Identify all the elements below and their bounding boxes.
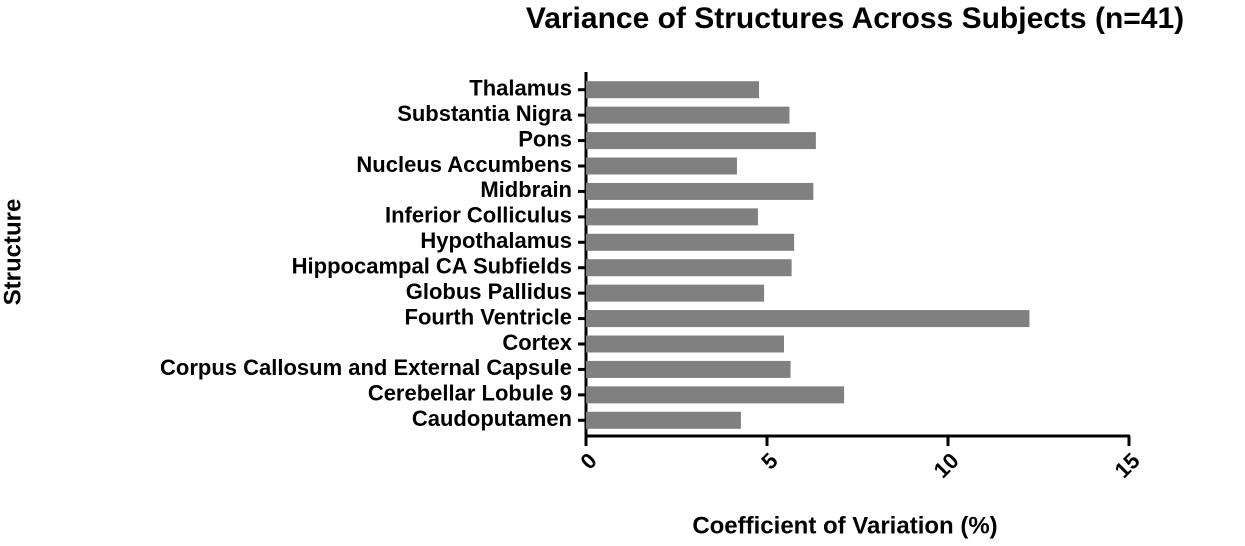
x-tick-label: 0 — [575, 448, 601, 474]
bar — [586, 182, 814, 200]
y-tick-label: Hippocampal CA Subfields — [292, 254, 572, 279]
bar — [586, 386, 845, 404]
bar — [586, 335, 785, 353]
bar — [586, 360, 791, 378]
chart-title: Variance of Structures Across Subjects (… — [526, 2, 1184, 35]
y-tick-label: Inferior Colliculus — [385, 203, 572, 228]
y-tick-label: Globus Pallidus — [406, 279, 572, 304]
y-tick-label: Hypothalamus — [420, 228, 572, 253]
bar — [586, 310, 1030, 328]
y-tick-label: Pons — [518, 126, 572, 151]
y-axis-label: Structure — [0, 199, 26, 306]
bar — [586, 157, 737, 175]
bar — [586, 233, 795, 251]
x-tick-label: 5 — [756, 448, 782, 474]
y-tick-label: Cerebellar Lobule 9 — [368, 381, 572, 406]
y-tick-label: Caudoputamen — [412, 406, 572, 431]
bar — [586, 81, 760, 99]
x-axis-label: Coefficient of Variation (%) — [692, 512, 997, 539]
bar — [586, 132, 816, 150]
bar — [586, 259, 792, 277]
bar — [586, 106, 790, 124]
x-tick-label: 10 — [929, 448, 964, 483]
y-tick-label: Midbrain — [480, 177, 572, 202]
bar — [586, 208, 758, 226]
y-tick-label: Cortex — [502, 330, 572, 355]
bar — [586, 411, 741, 429]
x-tick-label: 15 — [1110, 448, 1145, 483]
y-tick-label: Substantia Nigra — [397, 101, 573, 126]
y-tick-label: Thalamus — [469, 76, 572, 101]
y-tick-label: Nucleus Accumbens — [356, 152, 572, 177]
y-tick-label: Fourth Ventricle — [405, 304, 572, 329]
y-tick-label: Corpus Callosum and External Capsule — [160, 355, 572, 380]
bar — [586, 284, 765, 302]
